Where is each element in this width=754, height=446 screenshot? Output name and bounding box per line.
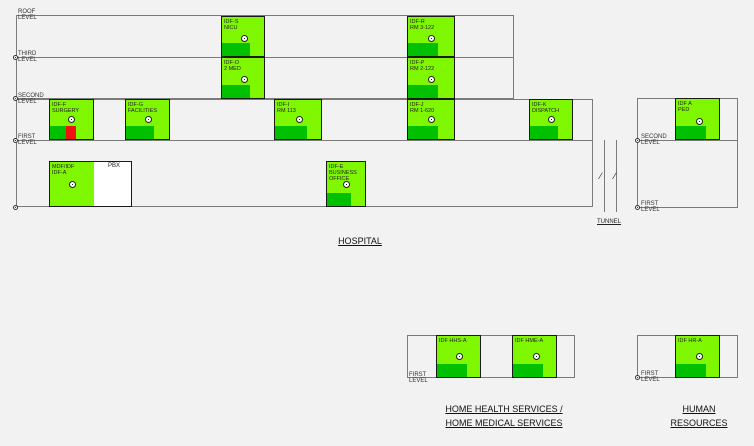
status-dot-icon <box>456 353 463 360</box>
idf-label: IDF HME-A <box>515 338 544 344</box>
idf-j-rm-1-620[interactable]: IDF-J RM 1-620 <box>407 99 455 140</box>
pbx-label: PBX <box>108 163 121 169</box>
status-dot-icon <box>696 118 703 125</box>
ped-ground-level-node-icon[interactable] <box>635 205 640 210</box>
idf-label: IDF-R RM 3-122 <box>410 19 435 31</box>
hr-first-level-label: FIRST LEVEL <box>641 371 660 383</box>
idf-i-rm-113[interactable]: IDF-I RM 113 <box>274 99 322 140</box>
tunnel-wall-right <box>616 140 617 212</box>
second-level-node-icon[interactable] <box>13 96 18 101</box>
idf-p-rm-2-122[interactable]: IDF-P RM 2-122 <box>407 57 455 99</box>
alert-indicator <box>66 126 76 139</box>
hr-first-level-node-icon[interactable] <box>635 375 640 380</box>
status-dot-icon <box>533 353 540 360</box>
status-band <box>408 85 438 98</box>
idf-e-business-office[interactable]: IDF-E BUSINESS OFFICE <box>326 161 366 207</box>
status-band <box>676 126 706 139</box>
hr-caption-2: RESOURCES <box>670 418 728 428</box>
status-band <box>275 126 307 139</box>
status-dot-icon <box>241 76 248 83</box>
status-band <box>126 126 154 139</box>
mdf-idf-a[interactable]: MDF/IDF IDF-A <box>49 161 94 207</box>
ped-second-level-label: SECOND LEVEL <box>641 134 667 146</box>
status-dot-icon <box>296 116 303 123</box>
status-band <box>50 126 66 139</box>
status-dot-icon <box>145 116 152 123</box>
idf-s-nicu[interactable]: IDF-S NICU <box>221 16 265 57</box>
home-health-caption-2: HOME MEDICAL SERVICES <box>445 418 563 428</box>
tunnel-wall-left <box>604 140 605 212</box>
tunnel-label: TUNNEL <box>597 219 622 225</box>
idf-hr-a[interactable]: IDF HR-A <box>675 335 720 378</box>
idf-label: IDF-E BUSINESS OFFICE <box>329 164 357 182</box>
idf-label: IDF-P RM 2-122 <box>410 60 435 72</box>
roof-level-label: ROOF LEVEL <box>18 9 37 21</box>
ped-first-line <box>637 140 738 141</box>
idf-r-rm-3-122[interactable]: IDF-R RM 3-122 <box>407 16 455 57</box>
first-level-label: FIRST LEVEL <box>18 134 37 146</box>
home-health-frame <box>407 335 575 378</box>
tunnel-break-icon: ⁄ <box>600 171 602 181</box>
status-dot-icon <box>69 181 76 188</box>
status-dot-icon <box>696 353 703 360</box>
hospital-caption: HOSPITAL <box>338 236 382 246</box>
first-level-line <box>16 140 593 141</box>
idf-label: IDF HHS-A <box>439 338 467 344</box>
status-band <box>327 193 351 206</box>
idf-f-surgery[interactable]: IDF-F SURGERY <box>49 99 94 140</box>
idf-label: MDF/IDF IDF-A <box>52 164 75 176</box>
home-first-level-label: FIRST LEVEL <box>409 372 428 384</box>
status-dot-icon <box>428 35 435 42</box>
idf-hhs-a[interactable]: IDF HHS-A <box>436 335 481 378</box>
idf-g-facilities[interactable]: IDF-G FACILITIES <box>125 99 170 140</box>
idf-k-dispatch[interactable]: IDF-K DISPATCH <box>529 99 573 140</box>
status-band <box>222 43 250 56</box>
ped-second-level-node-icon[interactable] <box>635 138 640 143</box>
idf-label: IDF A PED <box>678 101 692 113</box>
hr-caption-1: HUMAN <box>682 404 716 414</box>
idf-label: IDF-K DISPATCH <box>532 102 559 114</box>
idf-label: IDF-F SURGERY <box>52 102 80 114</box>
ground-level-node-icon[interactable] <box>13 205 18 210</box>
first-level-node-icon[interactable] <box>13 138 18 143</box>
second-level-label: SECOND LEVEL <box>18 93 44 105</box>
status-band <box>676 364 706 377</box>
status-band <box>513 364 543 377</box>
third-level-line <box>16 57 514 58</box>
status-dot-icon <box>428 116 435 123</box>
ped-first-level-label: FIRST LEVEL <box>641 201 660 213</box>
idf-label: IDF-J RM 1-620 <box>410 102 435 114</box>
idf-label: IDF-O 2 MED <box>224 60 241 72</box>
third-level-label: THIRD LEVEL <box>18 51 37 63</box>
status-band <box>408 43 438 56</box>
status-dot-icon <box>548 116 555 123</box>
status-dot-icon <box>241 35 248 42</box>
status-band <box>437 364 467 377</box>
idf-label: IDF HR-A <box>678 338 702 344</box>
idf-label: IDF-S NICU <box>224 19 239 31</box>
status-band <box>530 126 558 139</box>
idf-hme-a[interactable]: IDF HME-A <box>512 335 557 378</box>
status-band <box>222 85 250 98</box>
status-band <box>408 126 438 139</box>
third-level-node-icon[interactable] <box>13 55 18 60</box>
status-dot-icon <box>68 116 75 123</box>
status-dot-icon <box>428 76 435 83</box>
tunnel-break-icon-2: ⁄ <box>614 171 616 181</box>
idf-label: IDF-I RM 113 <box>277 102 296 114</box>
idf-a-ped[interactable]: IDF A PED <box>675 98 720 140</box>
status-dot-icon <box>343 181 350 188</box>
idf-label: IDF-G FACILITIES <box>128 102 158 114</box>
home-health-caption-1: HOME HEALTH SERVICES / <box>445 404 563 414</box>
idf-o-2-med[interactable]: IDF-O 2 MED <box>221 57 265 99</box>
